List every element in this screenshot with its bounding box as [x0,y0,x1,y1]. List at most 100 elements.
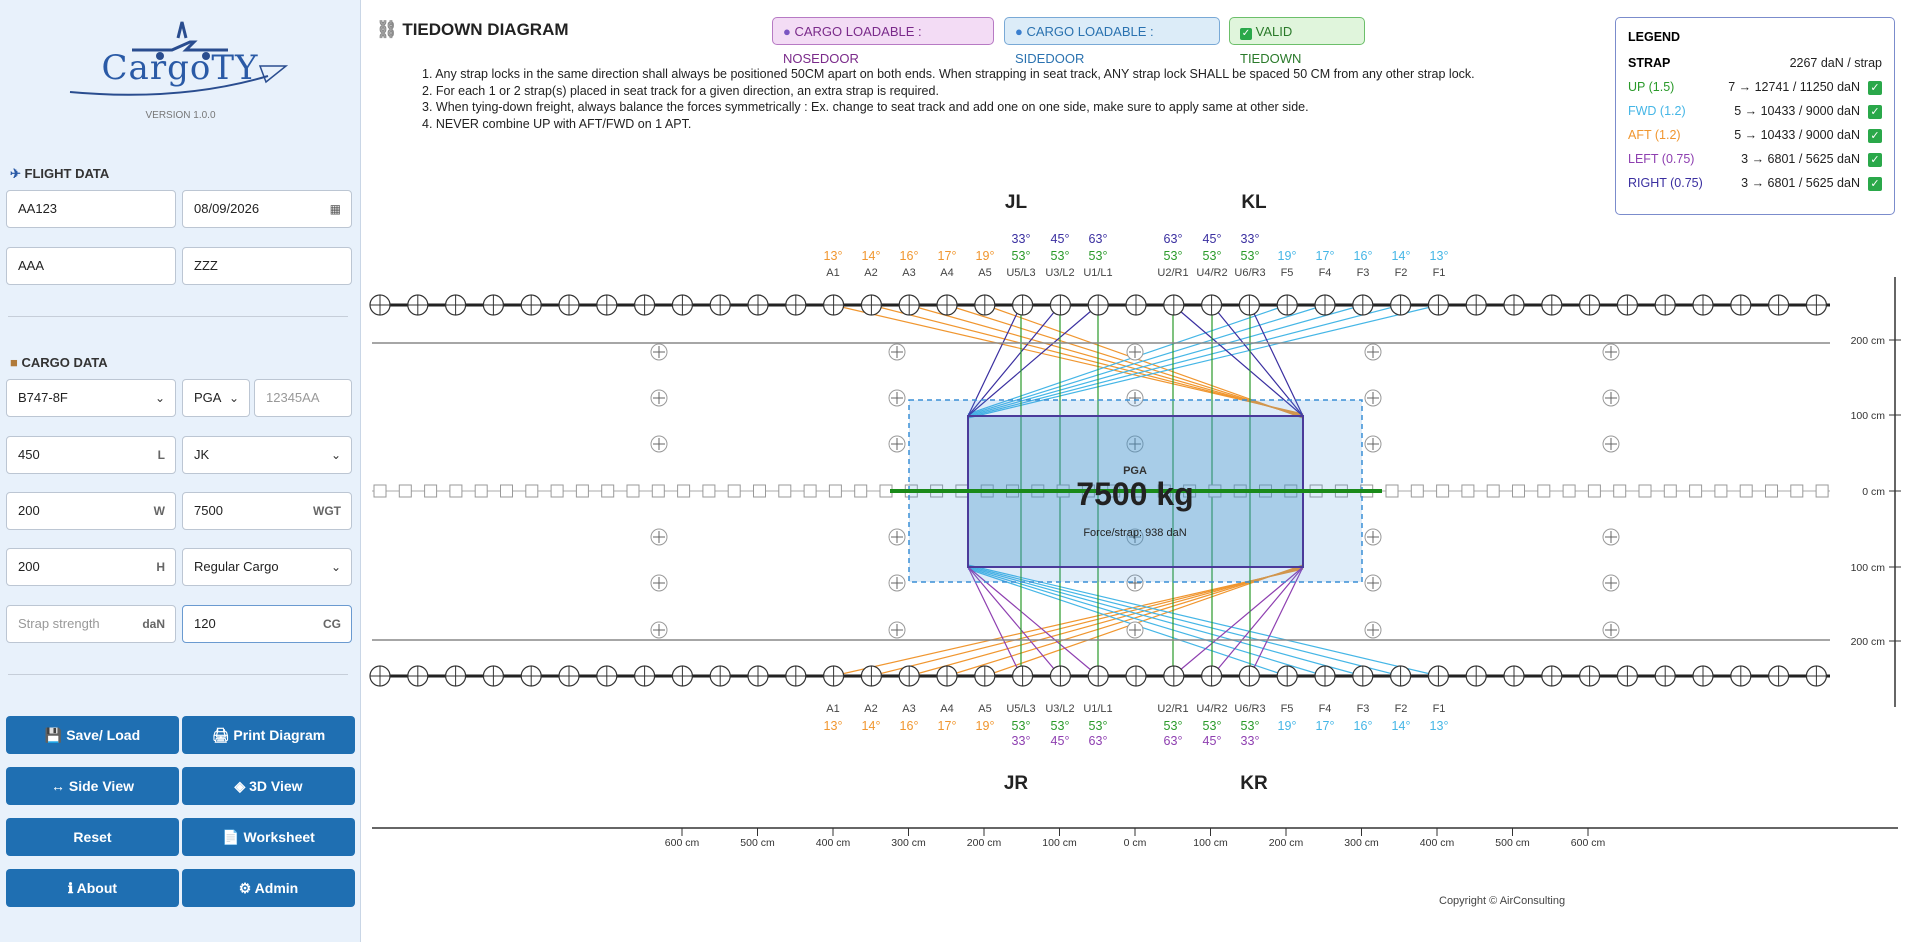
legend-label: UP (1.5) [1628,80,1675,94]
sidedoor-badge: ● CARGO LOADABLE : SIDEDOOR [1004,17,1220,66]
height-value: 200 [18,559,40,574]
legend-row-fwd: FWD (1.2) 5 → 10433 / 9000 daN ✓ [1628,104,1882,119]
checkbox-icon[interactable]: ✓ [1868,153,1882,167]
3d-view-label: 3D View [249,778,303,794]
save-load-button[interactable]: 💾 Save/ Load [6,716,179,754]
strap-placeholder: Strap strength [18,616,100,631]
origin-value: AAA [18,258,45,273]
weight-unit: WGT [313,504,341,518]
reset-button[interactable]: Reset [6,818,179,856]
weight-input[interactable]: 7500 WGT [182,492,352,530]
info-icon: ℹ [67,880,77,896]
side-view-button[interactable]: ↔ Side View [6,767,179,805]
legend-value: 5 → 10433 / 9000 daN [1734,128,1860,142]
rule-item: 4. NEVER combine UP with AFT/FWD on 1 AP… [422,116,692,131]
origin-input[interactable]: AAA [6,247,176,285]
cargo-data-title: CARGO DATA [21,355,108,370]
position-type-value: PGA [194,390,222,405]
legend-strap-value: 2267 daN / strap [1789,56,1882,70]
legend-label: FWD (1.2) [1628,104,1686,118]
legend-strap-row: STRAP 2267 daN / strap [1628,56,1882,70]
checkbox-icon[interactable]: ✓ [1868,81,1882,95]
strap-strength-input[interactable]: Strap strength daN [6,605,176,643]
deck-position-select[interactable]: JK ⌄ [182,436,352,474]
save-load-label: Save/ Load [66,727,141,743]
legend-row-left: LEFT (0.75) 3 → 6801 / 5625 daN ✓ [1628,152,1882,167]
3d-view-button[interactable]: ◈ 3D View [182,767,355,805]
rule-item: 2. For each 1 or 2 strap(s) placed in se… [422,83,939,98]
position-type-select[interactable]: PGA ⌄ [182,379,250,417]
legend-value: 5 → 10433 / 9000 daN [1734,104,1860,118]
length-unit: L [157,448,165,462]
cargo-type-select[interactable]: Regular Cargo ⌄ [182,548,352,586]
strap-unit: daN [142,617,165,631]
divider [8,316,348,317]
valid-tiedown-badge: ✓ VALID TIEDOWN [1229,17,1365,66]
rule-item: 3. When tying-down freight, always balan… [422,100,1309,114]
dot-icon: ● [783,24,791,39]
checkbox-icon[interactable]: ✓ [1868,177,1882,191]
page-title: ⛓ TIEDOWN DIAGRAM [376,20,569,40]
legend-title: LEGEND [1628,30,1681,44]
rules-list: 1. Any strap locks in the same direction… [422,66,1475,132]
aircraft-value: B747-8F [18,390,68,405]
length-input[interactable]: 450 L [6,436,176,474]
chevron-down-icon: ⌄ [228,391,239,405]
gear-icon: ⚙ [238,880,255,896]
print-diagram-button[interactable]: 🖨 Print Diagram [182,716,355,754]
calendar-icon[interactable]: ▦ [329,202,341,216]
cg-value: 120 [194,616,216,631]
legend-panel: LEGEND STRAP 2267 daN / strap UP (1.5) 7 … [1615,17,1895,215]
reset-label: Reset [73,829,112,845]
sidebar: CargoTY VERSION 1.0.0 ✈ FLIGHT DATA AA12… [0,0,361,942]
width-input[interactable]: 200 W [6,492,176,530]
logo-text: CargoTY [101,48,259,88]
flight-data-heading: ✈ FLIGHT DATA [10,166,109,182]
flight-number-input[interactable]: AA123 [6,190,176,228]
cargo-type-value: Regular Cargo [194,559,279,574]
nosedoor-label: CARGO LOADABLE : NOSEDOOR [783,24,922,66]
check-icon: ✓ [1240,28,1252,40]
valid-label: VALID TIEDOWN [1240,24,1302,66]
printer-icon: 🖨 [211,727,234,743]
admin-button[interactable]: ⚙ Admin [182,869,355,907]
destination-input[interactable]: ZZZ [182,247,352,285]
legend-label: LEFT (0.75) [1628,152,1695,166]
plane-icon: ✈ [10,166,21,181]
legend-row-aft: AFT (1.2) 5 → 10433 / 9000 daN ✓ [1628,128,1882,143]
page-title-text: TIEDOWN DIAGRAM [402,20,569,39]
checkbox-icon[interactable]: ✓ [1868,129,1882,143]
copyright: Copyright © AirConsulting [1439,895,1566,907]
legend-strap-label: STRAP [1628,56,1671,70]
legend-row-up: UP (1.5) 7 → 12741 / 11250 daN ✓ [1628,80,1882,95]
chevron-down-icon: ⌄ [330,448,341,462]
length-value: 450 [18,447,40,462]
chevron-down-icon: ⌄ [330,560,341,574]
date-input[interactable]: 08/09/2026 ▦ [182,190,352,228]
legend-value: 3 → 6801 / 5625 daN [1741,176,1860,190]
cg-input[interactable]: 120 CG [182,605,352,643]
width-value: 200 [18,503,40,518]
legend-value: 7 → 12741 / 11250 daN [1728,80,1860,94]
height-input[interactable]: 200 H [6,548,176,586]
main-panel: ⛓ TIEDOWN DIAGRAM ● CARGO LOADABLE : NOS… [362,0,1910,942]
about-button[interactable]: ℹ About [6,869,179,907]
deck-position-value: JK [194,447,210,462]
uld-number-input[interactable]: 12345AA [254,379,352,417]
nosedoor-badge: ● CARGO LOADABLE : NOSEDOOR [772,17,994,66]
box-icon: ■ [10,355,18,370]
legend-label: RIGHT (0.75) [1628,176,1703,190]
disk-icon: 💾 [44,727,67,743]
chevron-down-icon: ⌄ [154,391,165,405]
divider [8,674,348,675]
date-value: 08/09/2026 [194,201,260,216]
side-view-label: Side View [68,778,134,794]
weight-value: 7500 [194,503,223,518]
worksheet-button[interactable]: 📄 Worksheet [182,818,355,856]
checkbox-icon[interactable]: ✓ [1868,105,1882,119]
width-unit: W [153,504,165,518]
sidedoor-label: CARGO LOADABLE : SIDEDOOR [1015,24,1154,66]
aircraft-select[interactable]: B747-8F ⌄ [6,379,176,417]
app-logo: CargoTY [60,10,300,110]
print-label: Print Diagram [233,727,326,743]
